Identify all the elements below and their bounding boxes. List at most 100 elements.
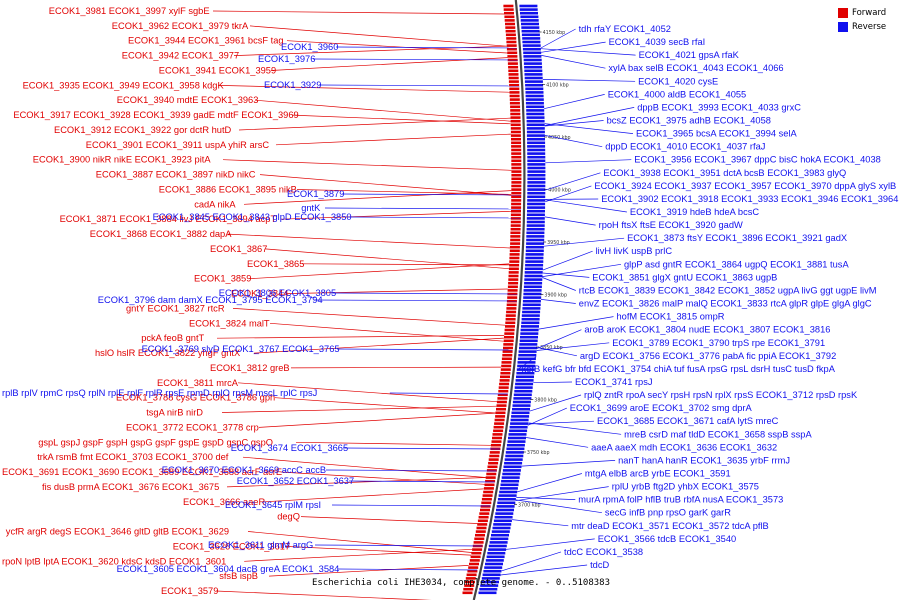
forward-gene-label: fis dusB prmA ECOK1_3676 ECOK1_3675 [42, 482, 219, 492]
forward-gene-label: ECOK1_3811 mrcA [157, 378, 239, 388]
reverse-feature [520, 340, 538, 343]
reverse-feature [488, 548, 506, 551]
reverse-feature [506, 448, 524, 451]
forward-gene-label: ECOK1_3901 ECOK1_3911 uspA yhiR arsC [86, 140, 270, 150]
reverse-feature [493, 523, 511, 526]
forward-feature [509, 80, 519, 83]
reverse-feature [510, 426, 528, 429]
forward-gene-label: ECOK1_3867 [210, 244, 267, 254]
reverse-gene-label-left: ECOK1_3645 rplM rpsI [225, 500, 321, 510]
reverse-feature [520, 332, 538, 335]
forward-feature [502, 358, 512, 361]
legend-reverse-label: Reverse [852, 22, 886, 32]
reverse-feature [527, 192, 545, 195]
forward-feature [494, 422, 504, 425]
reverse-leader [501, 565, 587, 575]
reverse-leader [545, 217, 596, 225]
forward-feature [509, 268, 519, 271]
forward-feature [495, 415, 505, 418]
reverse-gene-label-right: ECOK1_3924 ECOK1_3937 ECOK1_3957 ECOK1_3… [594, 181, 896, 191]
reverse-feature [523, 55, 541, 58]
forward-feature [482, 498, 492, 501]
reverse-feature [498, 498, 516, 501]
reverse-feature [523, 293, 541, 296]
reverse-gene-label-right: nanT hanA hanR ECOK1_3635 yrbF rrmJ [618, 455, 790, 465]
reverse-feature [522, 307, 540, 310]
forward-feature [511, 145, 521, 148]
reverse-gene-label-right: mreB csrD maf tldD ECOK1_3658 sspB sspA [624, 429, 812, 439]
reverse-gene-label-right: ECOK1_3685 ECOK1_3671 cafA lytS mreC [597, 416, 779, 426]
forward-feature [506, 37, 516, 40]
forward-feature [508, 70, 518, 73]
forward-feature [511, 221, 521, 224]
forward-gene-label: ycfR argR degS ECOK1_3646 gltD gltB ECOK… [6, 527, 229, 537]
reverse-gene-label-right: rtcB ECOK1_3839 ECOK1_3842 ECOK1_3852 ug… [579, 286, 877, 296]
forward-gene-label: ECOK1_3940 mdtE ECOK1_3963 [117, 95, 259, 105]
reverse-feature [524, 66, 542, 69]
reverse-feature [521, 322, 539, 325]
reverse-feature [487, 552, 505, 555]
reverse-feature [522, 41, 540, 44]
reverse-feature [519, 5, 537, 8]
reverse-gene-label-right: mtr deaD ECOK1_3571 ECOK1_3572 tdcA pflB [571, 521, 768, 531]
forward-feature [469, 563, 479, 566]
forward-feature [463, 592, 473, 595]
forward-feature [502, 354, 512, 357]
reverse-feature [524, 286, 542, 289]
reverse-feature [527, 170, 545, 173]
forward-feature [504, 340, 514, 343]
forward-gene-label: degQ [277, 512, 300, 522]
reverse-gene-label-left: rplB rplV rpmC rpsQ rplN rplE rplF rplR … [2, 388, 317, 398]
reverse-feature [507, 444, 525, 447]
reverse-feature [497, 505, 515, 508]
reverse-feature [526, 232, 544, 235]
forward-leader [213, 11, 504, 14]
reverse-leader [331, 293, 517, 294]
forward-feature [508, 282, 518, 285]
reverse-gene-label-right: ECOK1_3902 ECOK1_3918 ECOK1_3933 ECOK1_3… [601, 194, 898, 204]
reverse-gene-label-right: rplU yrbB ftg2D yhbX ECOK1_3575 [612, 482, 759, 492]
reverse-feature [527, 185, 545, 188]
reverse-gene-label-right: ECOK1_3938 ECOK1_3951 dctA bcsB ECOK1_39… [603, 168, 846, 178]
reverse-feature [491, 534, 509, 537]
reverse-leader [543, 79, 635, 81]
forward-feature [507, 44, 517, 47]
reverse-feature [505, 458, 523, 461]
forward-feature [511, 192, 521, 195]
reverse-feature [526, 235, 544, 238]
reverse-feature [493, 527, 511, 530]
forward-feature [501, 365, 511, 368]
forward-feature [509, 73, 519, 76]
reverse-feature [490, 541, 508, 544]
reverse-feature [485, 563, 503, 566]
forward-feature [479, 512, 489, 515]
forward-feature [504, 16, 514, 19]
reverse-feature [525, 260, 543, 263]
forward-feature [480, 509, 490, 512]
reverse-gene-label-right: ECOK1_3699 aroE ECOK1_3702 smg dprA [570, 403, 753, 413]
forward-gene-label: ECOK1_3772 ECOK1_3778 crp [126, 422, 259, 432]
forward-feature [510, 246, 520, 249]
reverse-feature [525, 268, 543, 271]
forward-feature [478, 520, 488, 523]
forward-feature [511, 228, 521, 231]
reverse-feature [508, 437, 526, 440]
reverse-feature [527, 116, 545, 119]
forward-feature [505, 325, 515, 328]
forward-feature [509, 260, 519, 263]
forward-feature [510, 232, 520, 235]
reverse-feature [502, 473, 520, 476]
reverse-feature [527, 131, 545, 134]
reverse-leader [390, 393, 508, 394]
forward-feature [511, 131, 521, 134]
legend-forward-swatch [838, 8, 848, 18]
reverse-feature [527, 221, 545, 224]
forward-feature [503, 347, 513, 350]
forward-feature [505, 19, 515, 22]
reverse-feature [527, 127, 545, 130]
forward-feature [474, 541, 484, 544]
forward-gene-label: ECOK1_3941 ECOK1_3959 [159, 66, 276, 76]
reverse-gene-label-left: ECOK1_3674 ECOK1_3665 [231, 443, 348, 453]
reverse-leader [544, 94, 605, 108]
reverse-feature [515, 383, 533, 386]
